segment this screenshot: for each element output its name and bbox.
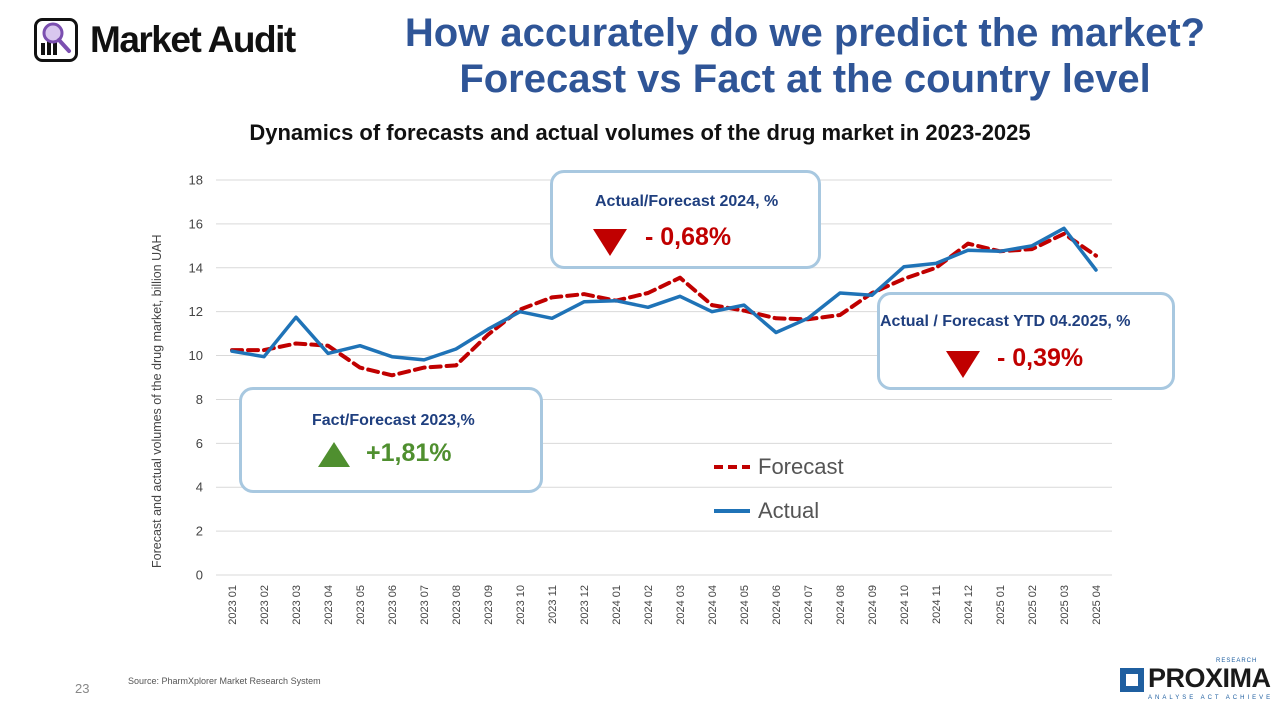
chart-title: Dynamics of forecasts and actual volumes… [249, 120, 1031, 145]
x-tick-label: 2023 07 [419, 585, 431, 625]
x-tick-label: 2024 02 [643, 585, 655, 625]
page-headline: How accurately do we predict the market?… [330, 10, 1280, 102]
callout-2023-value: +1,81% [366, 439, 452, 467]
company-logo: RESEARCH PROXIMA ANALYSE ACT ACHIEVE [1120, 658, 1271, 706]
callout-2024-title: Actual/Forecast 2024, % [595, 193, 779, 210]
x-tick-label: 2023 06 [387, 585, 399, 625]
x-tick-label: 2023 12 [579, 585, 591, 625]
company-tagline: ANALYSE ACT ACHIEVE [1148, 695, 1274, 701]
x-tick-label: 2024 01 [611, 585, 623, 625]
company-name: PROXIMA [1148, 663, 1271, 693]
x-tick-label: 2023 08 [451, 585, 463, 625]
x-tick-label: 2023 02 [259, 585, 271, 625]
x-tick-label: 2024 09 [867, 585, 879, 625]
x-tick-label: 2023 10 [515, 585, 527, 625]
x-tick-label: 2023 11 [547, 585, 559, 624]
legend-actual-label: Actual [758, 498, 820, 523]
page-number: 23 [75, 681, 90, 696]
y-tick-label: 6 [196, 436, 203, 451]
x-axis-ticks: 2023 01 2023 02 2023 03 2023 04 2023 05 2023 … [227, 585, 1103, 625]
x-tick-label: 2024 10 [899, 585, 911, 625]
callout-2024-value: - 0,68% [645, 223, 732, 251]
y-tick-label: 8 [196, 392, 203, 407]
x-tick-label: 2025 01 [995, 585, 1007, 625]
legend-forecast-swatch [714, 465, 750, 469]
legend-actual-swatch [714, 509, 750, 513]
y-tick-label: 0 [196, 568, 203, 583]
y-tick-label: 4 [196, 480, 203, 495]
x-tick-label: 2023 03 [291, 585, 303, 625]
callout-2023-title: Fact/Forecast 2023,% [312, 412, 475, 429]
x-tick-label: 2025 02 [1027, 585, 1039, 625]
brand-name: Market Audit [90, 19, 296, 60]
x-tick-label: 2024 04 [707, 585, 719, 625]
x-tick-label: 2023 01 [227, 585, 239, 625]
headline-line-2: Forecast vs Fact at the country level [459, 57, 1151, 101]
legend-forecast-label: Forecast [758, 454, 844, 479]
callout-ytd-2025: Actual / Forecast YTD 04.2025, % - 0,39% [877, 292, 1175, 390]
x-tick-label: 2025 04 [1091, 585, 1103, 625]
x-tick-label: 2024 05 [739, 585, 751, 625]
x-tick-label: 2023 04 [323, 585, 335, 625]
down-arrow-icon [593, 229, 627, 256]
y-axis-ticks: 0 2 4 6 8 10 12 14 16 18 [189, 173, 203, 583]
magnifier-bar-chart-icon [34, 18, 78, 62]
y-tick-label: 16 [189, 216, 203, 231]
callout-2024: Actual/Forecast 2024, % - 0,68% [550, 170, 821, 269]
series-line-actual [230, 226, 1098, 362]
x-tick-label: 2023 09 [483, 585, 495, 625]
callout-2023: Fact/Forecast 2023,% +1,81% [239, 387, 543, 493]
x-tick-label: 2024 03 [675, 585, 687, 625]
headline-line-1: How accurately do we predict the market? [404, 11, 1206, 55]
x-tick-label: 2024 07 [803, 585, 815, 625]
y-tick-label: 14 [189, 260, 203, 275]
x-tick-label: 2024 11 [931, 585, 943, 624]
source-note: Source: PharmXplorer Market Research Sys… [128, 676, 321, 686]
y-tick-label: 12 [189, 304, 203, 319]
x-tick-label: 2025 03 [1059, 585, 1071, 625]
legend-actual: Actual [712, 498, 819, 524]
x-tick-label: 2024 06 [771, 585, 783, 625]
company-tag-top: RESEARCH [1216, 658, 1258, 664]
series-lines [230, 226, 1098, 378]
callout-ytd-2025-value: - 0,39% [997, 344, 1084, 372]
y-tick-label: 18 [189, 173, 203, 188]
up-arrow-icon [318, 442, 350, 467]
y-tick-label: 2 [196, 524, 203, 539]
legend-forecast: Forecast [712, 454, 844, 480]
brand-logo: Market Audit [34, 18, 296, 62]
x-tick-label: 2024 12 [963, 585, 975, 625]
callout-ytd-2025-title: Actual / Forecast YTD 04.2025, % [880, 313, 1131, 330]
down-arrow-icon [946, 351, 980, 378]
y-axis-label: Forecast and actual volumes of the drug … [150, 234, 164, 569]
y-tick-label: 10 [189, 348, 203, 363]
x-tick-label: 2023 05 [355, 585, 367, 625]
x-tick-label: 2024 08 [835, 585, 847, 625]
